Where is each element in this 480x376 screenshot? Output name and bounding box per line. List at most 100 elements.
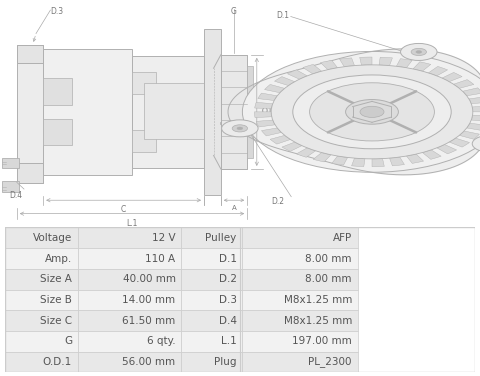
Bar (43, 49, 132, 174)
Bar (242, 331, 358, 352)
Bar (5, 248, 78, 269)
Bar (242, 290, 358, 310)
Text: D.2: D.2 (219, 274, 237, 284)
Bar (5, 290, 78, 310)
Wedge shape (339, 58, 355, 67)
Bar (144, 83, 204, 139)
Text: 12 V: 12 V (152, 233, 176, 243)
Bar (242, 352, 358, 372)
Circle shape (411, 49, 426, 56)
Wedge shape (379, 57, 393, 65)
Bar (17, 45, 43, 63)
Circle shape (346, 100, 398, 124)
Text: Pulley: Pulley (205, 233, 237, 243)
Circle shape (242, 52, 480, 172)
Wedge shape (303, 64, 322, 74)
Bar (43, 78, 72, 105)
Text: O.D.1: O.D.1 (43, 357, 72, 367)
Bar (5, 310, 78, 331)
Bar (247, 66, 253, 158)
Bar (78, 290, 181, 310)
Circle shape (310, 83, 434, 141)
Wedge shape (288, 70, 307, 79)
Bar (242, 248, 358, 269)
Wedge shape (270, 135, 290, 144)
Circle shape (400, 44, 437, 61)
Bar (132, 71, 156, 94)
Wedge shape (442, 73, 462, 82)
Wedge shape (422, 150, 441, 159)
Text: D.4: D.4 (219, 315, 237, 326)
Text: D.3: D.3 (219, 295, 237, 305)
Text: 14.00 mm: 14.00 mm (122, 295, 176, 305)
Text: D.4: D.4 (10, 191, 23, 200)
Bar (181, 248, 242, 269)
Text: A: A (232, 205, 236, 211)
Bar (2, 181, 19, 193)
Bar (78, 331, 181, 352)
Wedge shape (389, 157, 405, 166)
Bar (220, 122, 247, 124)
Wedge shape (467, 123, 480, 130)
Circle shape (237, 127, 243, 130)
Circle shape (472, 135, 480, 152)
Bar (2, 158, 19, 168)
Bar (181, 352, 242, 372)
Bar (78, 227, 181, 248)
Wedge shape (321, 61, 337, 70)
Text: 197.00 mm: 197.00 mm (292, 336, 352, 346)
Wedge shape (297, 148, 316, 157)
Text: L.1: L.1 (221, 336, 237, 346)
Text: AFP: AFP (333, 233, 352, 243)
Bar (43, 118, 72, 146)
Bar (78, 248, 181, 269)
Text: 8.00 mm: 8.00 mm (305, 274, 352, 284)
Text: Size C: Size C (40, 315, 72, 326)
Text: C: C (121, 205, 126, 214)
Bar (5, 227, 78, 248)
Bar (78, 310, 181, 331)
Text: 8.00 mm: 8.00 mm (305, 253, 352, 264)
Text: 61.50 mm: 61.50 mm (122, 315, 176, 326)
Text: O.D.1: O.D.1 (262, 108, 283, 116)
Bar (181, 269, 242, 290)
Text: Amp.: Amp. (45, 253, 72, 264)
Bar (181, 227, 242, 248)
Circle shape (232, 125, 248, 132)
Bar (242, 227, 358, 248)
Text: 6 qty.: 6 qty. (147, 336, 176, 346)
Wedge shape (332, 156, 348, 165)
Wedge shape (472, 106, 480, 112)
Circle shape (222, 120, 258, 137)
Bar (78, 269, 181, 290)
Wedge shape (264, 85, 285, 93)
Wedge shape (428, 67, 447, 76)
Text: G: G (231, 7, 237, 16)
Wedge shape (471, 115, 480, 121)
Wedge shape (254, 112, 272, 118)
Wedge shape (372, 159, 384, 167)
Wedge shape (258, 93, 277, 100)
Wedge shape (255, 102, 273, 109)
Bar (5, 269, 78, 290)
Text: G: G (64, 336, 72, 346)
Wedge shape (396, 59, 412, 68)
Wedge shape (454, 80, 474, 88)
Text: D.1: D.1 (219, 253, 237, 264)
Text: Size B: Size B (40, 295, 72, 305)
Wedge shape (313, 153, 331, 162)
Circle shape (293, 75, 451, 149)
Wedge shape (360, 57, 372, 65)
Wedge shape (275, 77, 295, 86)
Bar (78, 352, 181, 372)
Wedge shape (262, 128, 281, 136)
Bar (204, 29, 221, 195)
Circle shape (271, 65, 473, 159)
Wedge shape (256, 120, 275, 127)
Circle shape (360, 106, 384, 117)
Text: D.1: D.1 (276, 11, 289, 20)
Text: D.3: D.3 (50, 7, 63, 16)
Text: M8x1.25 mm: M8x1.25 mm (284, 315, 352, 326)
Bar (181, 331, 242, 352)
Bar (242, 269, 358, 290)
